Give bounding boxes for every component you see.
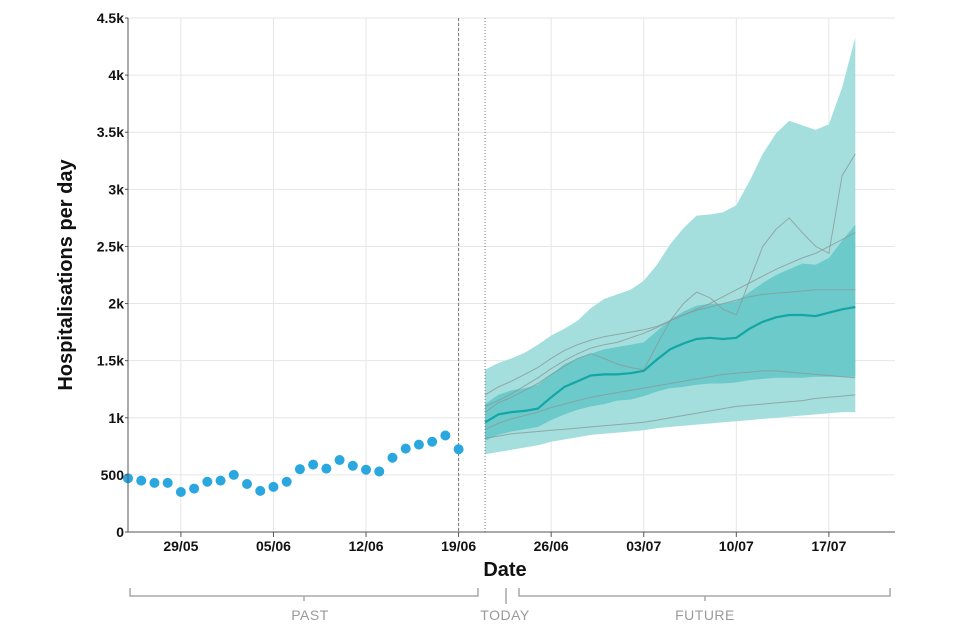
x-tick-label: 17/07 bbox=[811, 538, 846, 554]
median-line bbox=[484, 305, 856, 424]
inner-uncertainty-band bbox=[485, 224, 856, 441]
y-tick-label: 4k bbox=[108, 67, 124, 83]
observed-point bbox=[255, 485, 266, 496]
observed-point bbox=[413, 439, 424, 450]
axes bbox=[125, 17, 895, 537]
y-tick-label: 500 bbox=[101, 467, 125, 483]
today-label: TODAY bbox=[480, 607, 530, 623]
x-tick-label: 26/06 bbox=[534, 538, 569, 554]
future-label: FUTURE bbox=[675, 607, 735, 623]
median-line-group bbox=[484, 305, 856, 424]
timeline-brackets: PAST TODAY FUTURE bbox=[129, 588, 891, 623]
y-tick-label: 1.5k bbox=[97, 353, 124, 369]
scenario-lines bbox=[484, 153, 856, 439]
y-tick-label: 4.5k bbox=[97, 10, 124, 26]
observed-point bbox=[294, 464, 305, 475]
future-bracket bbox=[518, 588, 891, 597]
observed-point bbox=[268, 481, 279, 492]
observed-point bbox=[149, 477, 160, 488]
x-tick-label: 05/06 bbox=[256, 538, 291, 554]
scenario-line bbox=[484, 153, 856, 413]
observed-point bbox=[175, 487, 186, 498]
y-tick-label: 2k bbox=[108, 296, 124, 312]
observed-point bbox=[361, 464, 372, 475]
y-tick-label: 2.5k bbox=[97, 238, 124, 254]
x-tick-label: 12/06 bbox=[349, 538, 384, 554]
observed-point bbox=[387, 452, 398, 463]
y-tick-label: 3k bbox=[108, 181, 124, 197]
observed-point bbox=[440, 430, 451, 441]
observed-point bbox=[400, 443, 411, 454]
observed-point bbox=[321, 463, 332, 474]
observed-point bbox=[242, 479, 253, 490]
date-markers bbox=[458, 18, 486, 532]
y-tick-label: 3.5k bbox=[97, 124, 124, 140]
scenario-line bbox=[484, 370, 856, 430]
observed-point bbox=[374, 466, 385, 477]
observed-point bbox=[347, 460, 358, 471]
observed-point bbox=[334, 455, 345, 466]
scenario-line bbox=[485, 394, 856, 439]
observed-point bbox=[189, 483, 200, 494]
observed-point bbox=[453, 444, 464, 455]
x-tick-label: 29/05 bbox=[163, 538, 198, 554]
past-bracket bbox=[129, 588, 479, 597]
forecast-bands bbox=[485, 37, 856, 455]
observed-point bbox=[308, 459, 319, 470]
past-label: PAST bbox=[291, 607, 329, 623]
observed-point bbox=[162, 477, 173, 488]
observed-point bbox=[215, 475, 226, 486]
tick-labels: 0 500 1k 1.5k 2k 2.5k 3k 3.5k 4k 4.5k 29/05 05/06 12… bbox=[97, 10, 847, 554]
x-tick-label: 10/07 bbox=[719, 538, 754, 554]
y-axis-title: Hospitalisations per day bbox=[55, 159, 77, 391]
y-tick-label: 1k bbox=[108, 410, 124, 426]
observed-point bbox=[281, 476, 292, 487]
observed-points bbox=[123, 430, 464, 498]
x-tick-label: 19/06 bbox=[441, 538, 476, 554]
observed-point bbox=[228, 469, 239, 480]
observed-point bbox=[136, 475, 147, 486]
observed-point bbox=[202, 476, 213, 487]
x-axis-title: Date bbox=[483, 559, 526, 581]
observed-point bbox=[427, 436, 438, 447]
y-tick-label: 0 bbox=[116, 524, 124, 540]
x-tick-label: 03/07 bbox=[626, 538, 661, 554]
